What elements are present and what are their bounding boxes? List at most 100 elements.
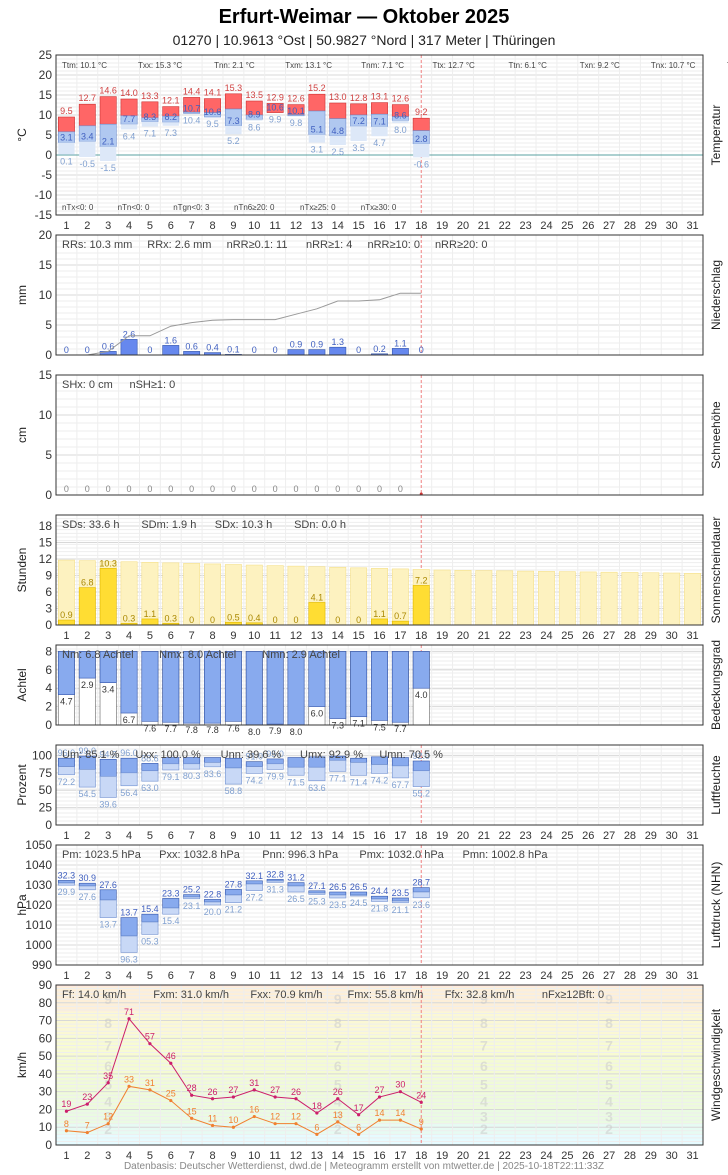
- humidity-max-label: 96.0: [120, 748, 138, 758]
- wind-gust-point: [419, 1100, 423, 1104]
- sun-label: 10.3: [99, 558, 117, 568]
- y-tick-label: 5: [45, 448, 52, 462]
- wind-mean-point: [85, 1130, 89, 1135]
- temp-max-bar: [371, 102, 388, 115]
- panel-side-label: Luftfeuchte: [709, 755, 723, 815]
- pressure-upper-bar: [57, 880, 75, 884]
- temp-min-label: 7.3: [227, 116, 240, 126]
- stat-text: nTn6≥20: 0: [234, 203, 275, 212]
- beaufort-band: [56, 985, 703, 987]
- sun-label: 0: [210, 615, 215, 625]
- wind-gust-label: 31: [249, 1078, 259, 1088]
- x-tick-label: 4: [126, 970, 132, 982]
- wind-gust-label: 27: [270, 1085, 280, 1095]
- beaufort-label: 2: [334, 1121, 342, 1137]
- beaufort-label: 6: [104, 1058, 112, 1074]
- humidity-lower-bar: [99, 776, 117, 798]
- y-tick-label: 8: [45, 644, 52, 658]
- x-tick-label: 16: [373, 830, 385, 842]
- sun-possible-bar: [663, 572, 681, 626]
- precip-bar: [120, 339, 138, 356]
- x-tick-label: 21: [478, 220, 490, 232]
- sun-possible-bar: [621, 572, 639, 626]
- cloud-bar: [141, 651, 159, 722]
- x-tick-label: 4: [126, 830, 132, 842]
- x-tick-label: 26: [582, 630, 594, 642]
- x-tick-label: 26: [582, 970, 594, 982]
- stat-text: nTx≥25: 0: [300, 203, 336, 212]
- temp-ground-label: 8.6: [248, 123, 261, 133]
- wind-gust-point: [85, 1102, 89, 1106]
- sun-label: 0.5: [227, 612, 240, 622]
- pressure-upper-bar: [329, 891, 347, 896]
- wind-gust-point: [106, 1081, 110, 1085]
- temp-min-bar: [246, 119, 263, 121]
- x-tick-label: 1: [63, 1150, 69, 1162]
- pressure-max-label: 24.4: [371, 886, 389, 896]
- wind-gust-point: [190, 1093, 194, 1097]
- panel-side-label: Niederschlag: [709, 260, 723, 330]
- wind-mean-label: 11: [208, 1113, 217, 1123]
- wind-mean-label: 25: [166, 1089, 176, 1099]
- sun-possible-bar: [600, 571, 618, 626]
- temp-min-bar: [141, 121, 159, 127]
- x-tick-label: 28: [624, 970, 636, 982]
- humidity-lower-bar: [141, 770, 159, 782]
- cloud-label: 6.0: [311, 709, 324, 719]
- sun-bar: [141, 618, 159, 626]
- wind-gust-label: 35: [103, 1071, 113, 1081]
- cloud-label: 7.6: [144, 723, 157, 733]
- humidity-min-label: 55.2: [412, 789, 430, 799]
- niederschlag-panel: 0 0 0.6 2.6 0 1.6 0.6 0.4 0.1 0 0 0.9 0.9 1.3 0 0.2 1.1 0…: [15, 228, 723, 362]
- pressure-upper-bar: [183, 894, 201, 898]
- pressure-lower-bar: [371, 898, 388, 902]
- panel-side-label: Temperatur: [709, 105, 723, 166]
- beaufort-label: 8: [334, 1015, 342, 1031]
- x-tick-label: 24: [540, 630, 552, 642]
- wind-gust-label: 28: [187, 1083, 197, 1093]
- temp-min-label: 8.6: [394, 111, 407, 121]
- stat-text: Fxm: 31.0 km/h: [153, 989, 229, 1001]
- temp-max-bar: [78, 103, 96, 127]
- humidity-min-label: 63.0: [141, 783, 159, 793]
- snow-label: 0: [189, 484, 194, 494]
- pressure-min-label: 21.8: [371, 903, 389, 913]
- humidity-min-label: 74.2: [371, 775, 389, 785]
- x-tick-label: 7: [189, 630, 195, 642]
- temp-max-label: 12.6: [392, 94, 410, 104]
- luftfeuchte-panel: 96.0 72.2 99.0 54.5 94.5 39.6 96.0 56.4 88.6 63.0…: [15, 744, 723, 842]
- pressure-min-label: 25.3: [308, 896, 326, 906]
- temp-min-label: 10.6: [204, 107, 222, 117]
- sun-possible-bar: [517, 570, 535, 626]
- humidity-lower-bar: [266, 763, 284, 770]
- beaufort-label: 3: [480, 1109, 488, 1125]
- pressure-max-label: 22.8: [204, 889, 222, 899]
- pressure-max-label: 30.9: [79, 873, 97, 883]
- y-tick-label: 6: [45, 663, 52, 677]
- cloud-bar: [266, 651, 284, 725]
- sun-bar: [308, 602, 326, 626]
- panel-frame: [55, 984, 704, 1146]
- stat-text: nTn<0: 0: [118, 203, 150, 212]
- x-tick-label: 10: [248, 220, 260, 232]
- pressure-upper-bar: [78, 882, 96, 887]
- precip-label: 1.6: [165, 335, 178, 345]
- x-tick-label: 16: [373, 970, 385, 982]
- temp-max-bar: [308, 93, 326, 112]
- precip-label: 0: [147, 345, 152, 355]
- x-tick-label: 19: [436, 630, 448, 642]
- x-tick-label: 7: [189, 220, 195, 232]
- x-tick-label: 27: [603, 1150, 615, 1162]
- precip-label: 2.6: [123, 329, 136, 339]
- pressure-min-label: 15.4: [162, 916, 180, 926]
- x-tick-label: 18: [415, 970, 427, 982]
- x-tick-label: 5: [147, 1150, 153, 1162]
- wind-gust-label: 17: [354, 1103, 364, 1113]
- precip-label: 0.4: [206, 343, 219, 353]
- x-tick-label: 9: [230, 970, 236, 982]
- x-tick-label: 15: [353, 220, 365, 232]
- panel-frame: [55, 374, 704, 496]
- wind-gust-point: [377, 1095, 382, 1099]
- y-axis-label: km/h: [15, 1052, 29, 1078]
- wind-mean-label: 8: [64, 1119, 69, 1129]
